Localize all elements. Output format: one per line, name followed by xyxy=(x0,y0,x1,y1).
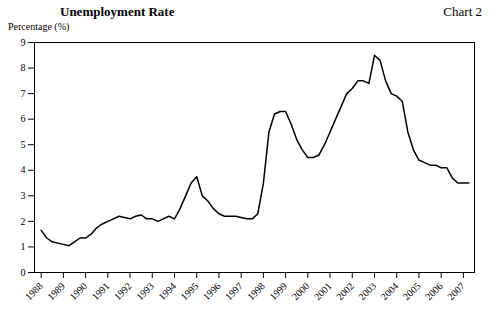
svg-text:2007: 2007 xyxy=(445,280,467,302)
svg-text:1996: 1996 xyxy=(201,280,223,302)
svg-text:9: 9 xyxy=(21,37,26,48)
html-text:Percentage (%): Percentage (%) xyxy=(8,21,70,32)
svg-text:1999: 1999 xyxy=(267,280,289,302)
svg-text:1995: 1995 xyxy=(178,280,200,302)
svg-text:1988: 1988 xyxy=(23,280,45,302)
svg-text:7: 7 xyxy=(21,88,26,99)
svg-text:2: 2 xyxy=(21,216,26,227)
svg-text:2003: 2003 xyxy=(356,280,378,302)
svg-text:2004: 2004 xyxy=(378,280,400,302)
svg-text:1991: 1991 xyxy=(90,280,112,302)
svg-text:1: 1 xyxy=(21,241,26,252)
svg-text:2001: 2001 xyxy=(312,280,334,302)
svg-text:0: 0 xyxy=(21,267,26,278)
svg-text:1989: 1989 xyxy=(45,280,67,302)
svg-text:1993: 1993 xyxy=(134,280,156,302)
svg-text:1990: 1990 xyxy=(67,280,89,302)
svg-text:1992: 1992 xyxy=(112,280,134,302)
svg-text:3: 3 xyxy=(21,190,26,201)
svg-text:2006: 2006 xyxy=(423,280,445,302)
svg-text:1998: 1998 xyxy=(245,280,267,302)
html-text:Unemployment Rate: Unemployment Rate xyxy=(60,4,175,19)
svg-text:6: 6 xyxy=(21,113,26,124)
svg-text:2002: 2002 xyxy=(334,280,356,302)
html-text:Chart 2: Chart 2 xyxy=(443,4,482,19)
svg-text:5: 5 xyxy=(21,139,26,150)
svg-text:1997: 1997 xyxy=(223,280,245,302)
svg-text:4: 4 xyxy=(21,164,26,175)
svg-text:1994: 1994 xyxy=(156,280,178,302)
svg-text:2005: 2005 xyxy=(401,280,423,302)
svg-text:8: 8 xyxy=(21,62,26,73)
svg-text:2000: 2000 xyxy=(290,280,312,302)
